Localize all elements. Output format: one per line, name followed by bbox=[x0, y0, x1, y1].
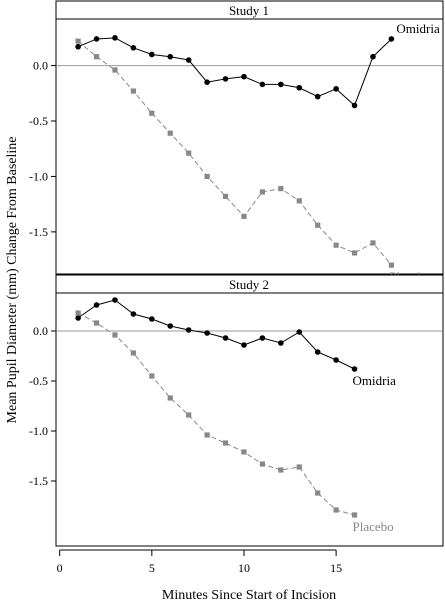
data-point-placebo bbox=[186, 412, 192, 418]
data-point-omidria bbox=[333, 357, 339, 363]
data-point-placebo bbox=[112, 67, 118, 73]
data-point-omidria bbox=[149, 51, 155, 58]
data-point-placebo bbox=[130, 350, 136, 356]
data-point-omidria bbox=[314, 93, 321, 100]
data-point-omidria bbox=[259, 335, 266, 341]
data-point-placebo bbox=[75, 310, 81, 316]
x-tick-label: 0 bbox=[57, 561, 63, 575]
data-point-placebo bbox=[149, 110, 155, 116]
panel-2-plot-frame bbox=[55, 292, 444, 547]
data-point-placebo bbox=[241, 213, 247, 219]
data-point-placebo bbox=[112, 332, 118, 338]
data-point-omidria bbox=[204, 330, 210, 336]
data-point-placebo bbox=[167, 130, 173, 136]
data-point-omidria bbox=[93, 36, 100, 42]
data-point-omidria bbox=[296, 84, 303, 91]
series-line-omidria bbox=[77, 299, 355, 370]
panel-2-plot: 0.0 -0.5 -1.0 -1.5 Omidria Placebo bbox=[29, 297, 442, 534]
data-point-omidria bbox=[130, 311, 137, 317]
data-point-omidria bbox=[351, 366, 358, 372]
data-point-omidria bbox=[278, 340, 284, 346]
data-point-placebo bbox=[278, 186, 284, 192]
data-point-omidria bbox=[278, 81, 284, 88]
data-point-omidria bbox=[112, 297, 118, 303]
data-point-placebo bbox=[93, 320, 100, 326]
y-tick-label: 0.0 bbox=[33, 59, 48, 73]
data-point-placebo bbox=[333, 242, 339, 248]
data-point-placebo bbox=[370, 240, 376, 246]
data-point-omidria bbox=[112, 35, 118, 41]
x-tick-label: 5 bbox=[149, 561, 155, 575]
x-axis-title: Minutes Since Start of Incision bbox=[162, 588, 336, 601]
data-point-omidria bbox=[185, 57, 192, 63]
data-point-placebo bbox=[149, 373, 155, 379]
series-label-placebo: Placebo bbox=[353, 519, 394, 534]
data-point-omidria bbox=[241, 342, 247, 348]
data-point-placebo bbox=[167, 395, 173, 401]
data-point-placebo bbox=[222, 440, 229, 446]
y-tick-label: -1.0 bbox=[29, 169, 48, 183]
data-point-omidria bbox=[93, 302, 100, 308]
panel-1-title: Study 1 bbox=[229, 3, 269, 18]
panel-study-2: Study 2 0.0 -0.5 -1.0 -1.5 Omidria Placebo bbox=[29, 274, 444, 547]
series-label-omidria: Omidria bbox=[396, 21, 440, 36]
data-point-placebo bbox=[351, 250, 358, 256]
panel-2-title: Study 2 bbox=[229, 277, 269, 292]
series-label-omidria: Omidria bbox=[353, 373, 397, 388]
data-point-omidria bbox=[241, 73, 247, 80]
data-point-placebo bbox=[130, 88, 136, 94]
data-point-omidria bbox=[204, 79, 210, 85]
data-point-placebo bbox=[93, 54, 100, 60]
data-point-placebo bbox=[186, 150, 192, 156]
data-point-omidria bbox=[314, 349, 321, 355]
data-point-omidria bbox=[222, 76, 229, 82]
data-point-omidria bbox=[167, 323, 174, 329]
data-point-omidria bbox=[388, 36, 395, 42]
data-point-omidria bbox=[149, 316, 155, 322]
y-tick-label: -1.5 bbox=[29, 474, 48, 488]
x-tick-label: 15 bbox=[330, 561, 342, 575]
data-point-placebo bbox=[222, 193, 229, 199]
data-point-omidria bbox=[185, 327, 192, 333]
data-point-placebo bbox=[296, 464, 302, 470]
series-line-placebo bbox=[77, 40, 392, 266]
data-point-omidria bbox=[75, 315, 81, 321]
y-tick-label: -1.0 bbox=[29, 424, 48, 438]
data-point-omidria bbox=[333, 86, 339, 92]
data-point-placebo bbox=[259, 461, 265, 467]
y-tick-label: -0.5 bbox=[29, 114, 48, 128]
data-point-placebo bbox=[315, 222, 321, 228]
data-point-placebo bbox=[259, 189, 265, 195]
series-line-omidria bbox=[77, 37, 392, 107]
x-tick-label: 10 bbox=[238, 561, 250, 575]
data-point-omidria bbox=[130, 45, 137, 51]
data-point-omidria bbox=[222, 335, 229, 341]
data-point-placebo bbox=[204, 173, 210, 180]
y-tick-label: -1.5 bbox=[29, 225, 48, 239]
y-axis-title: Mean Pupil Diameter (mm) Change From Bas… bbox=[5, 137, 20, 424]
data-point-placebo bbox=[296, 198, 302, 204]
data-point-placebo bbox=[75, 38, 81, 44]
data-point-omidria bbox=[296, 329, 303, 335]
panel-1-plot-frame bbox=[55, 18, 444, 275]
data-point-omidria bbox=[75, 43, 81, 50]
data-point-omidria bbox=[167, 53, 174, 60]
data-point-placebo bbox=[351, 512, 358, 518]
data-point-placebo bbox=[315, 490, 321, 496]
data-point-omidria bbox=[351, 102, 358, 109]
x-axis: 0 5 10 15 bbox=[57, 549, 342, 575]
data-point-placebo bbox=[278, 467, 284, 473]
data-point-omidria bbox=[259, 81, 266, 88]
y-tick-label: -0.5 bbox=[29, 374, 48, 388]
data-point-placebo bbox=[241, 449, 247, 455]
data-point-omidria bbox=[370, 53, 376, 60]
data-point-placebo bbox=[204, 432, 210, 438]
data-point-placebo bbox=[388, 262, 394, 268]
data-point-placebo bbox=[333, 507, 339, 513]
y-tick-label: 0.0 bbox=[33, 324, 48, 338]
